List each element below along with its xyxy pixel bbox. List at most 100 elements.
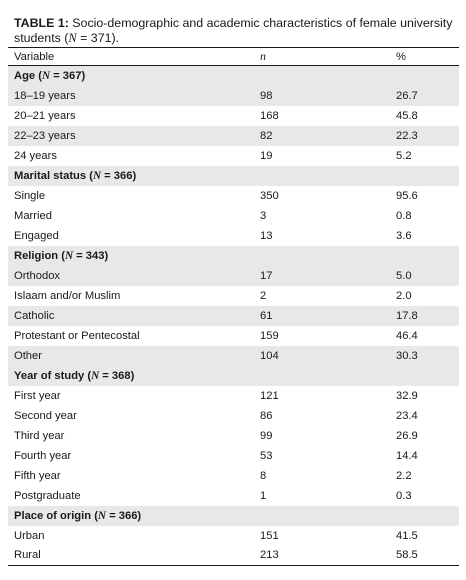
header-variable: Variable bbox=[8, 47, 254, 66]
row-percent: 5.0 bbox=[390, 265, 459, 286]
row-percent: 2.2 bbox=[396, 469, 412, 482]
section-heading-count: = 366) bbox=[101, 169, 137, 182]
table-header-row: Variable n % bbox=[8, 47, 459, 66]
section-heading-count: = 368) bbox=[99, 369, 135, 382]
table-row: Second year 86 23.4 bbox=[8, 406, 459, 426]
header-n: n bbox=[254, 47, 390, 66]
table-row: 24 years 19 5.2 bbox=[8, 146, 459, 166]
caption-label: TABLE 1: bbox=[14, 16, 69, 30]
row-percent: 41.5 bbox=[396, 529, 418, 542]
row-percent: 0.3 bbox=[396, 489, 412, 502]
row-percent: 32.9 bbox=[396, 389, 418, 402]
table-row: Married 3 0.8 bbox=[8, 206, 459, 226]
table-row: Urban 151 41.5 bbox=[8, 526, 459, 546]
row-label: First year bbox=[14, 389, 61, 402]
row-percent: 30.3 bbox=[390, 345, 459, 366]
section-heading: Age (N = 367) bbox=[8, 65, 459, 86]
table-row: Catholic 61 17.8 bbox=[8, 305, 459, 326]
row-count: 168 bbox=[260, 109, 279, 122]
section-heading: Place of origin (N = 366) bbox=[8, 505, 459, 526]
row-count: 8 bbox=[260, 469, 267, 482]
table-section-row: Marital status (N = 366) bbox=[8, 165, 459, 186]
section-n-symbol: N bbox=[97, 509, 107, 522]
row-count: 121 bbox=[260, 389, 279, 402]
row-label: Islaam and/or Muslim bbox=[14, 289, 121, 302]
row-percent: 22.3 bbox=[390, 125, 459, 146]
row-percent: 95.6 bbox=[396, 189, 418, 202]
row-count: 99 bbox=[260, 429, 273, 442]
table-row: Single 350 95.6 bbox=[8, 186, 459, 206]
table-row: 20–21 years 168 45.8 bbox=[8, 106, 459, 126]
table-section-row: Age (N = 367) bbox=[8, 65, 459, 86]
row-label: Married bbox=[14, 209, 52, 222]
section-heading: Marital status (N = 366) bbox=[8, 165, 459, 186]
row-percent: 46.4 bbox=[396, 329, 418, 342]
section-heading: Religion (N = 343) bbox=[8, 245, 459, 266]
row-percent: 0.8 bbox=[396, 209, 412, 222]
section-heading: Year of study (N = 368) bbox=[8, 365, 459, 386]
row-count: 104 bbox=[254, 345, 390, 366]
row-label: Postgraduate bbox=[14, 489, 81, 502]
table-body: Age (N = 367) 18–19 years 98 26.7 20–21 year… bbox=[8, 65, 459, 566]
section-heading-text: Place of origin ( bbox=[14, 509, 98, 522]
table-row: Postgraduate 1 0.3 bbox=[8, 486, 459, 506]
table-row: 18–19 years 98 26.7 bbox=[8, 85, 459, 106]
table-row: Fourth year 53 14.4 bbox=[8, 446, 459, 466]
table-row: Third year 99 26.9 bbox=[8, 426, 459, 446]
row-count: 159 bbox=[260, 329, 279, 342]
row-count: 213 bbox=[254, 545, 390, 566]
row-count: 2 bbox=[260, 289, 267, 302]
caption-n-symbol: N bbox=[68, 31, 77, 45]
row-label: 18–19 years bbox=[8, 85, 254, 106]
row-label: Protestant or Pentecostal bbox=[14, 329, 140, 342]
table-row: Islaam and/or Muslim 2 2.0 bbox=[8, 286, 459, 306]
section-n-symbol: N bbox=[91, 369, 100, 382]
row-label: Engaged bbox=[14, 229, 59, 242]
table-section-row: Place of origin (N = 366) bbox=[8, 505, 459, 526]
header-percent: % bbox=[390, 47, 459, 66]
table-row: Protestant or Pentecostal 159 46.4 bbox=[8, 326, 459, 346]
row-label: 22–23 years bbox=[8, 125, 254, 146]
table-section-row: Year of study (N = 368) bbox=[8, 365, 459, 386]
row-label: Fifth year bbox=[14, 469, 61, 482]
row-percent: 14.4 bbox=[396, 449, 418, 462]
row-count: 86 bbox=[260, 409, 273, 422]
row-label: Fourth year bbox=[14, 449, 72, 462]
row-label: Single bbox=[14, 189, 46, 202]
row-count: 61 bbox=[254, 305, 390, 326]
row-percent: 5.2 bbox=[396, 149, 412, 162]
section-n-symbol: N bbox=[41, 69, 51, 82]
row-percent: 45.8 bbox=[396, 109, 418, 122]
section-heading-text: Marital status ( bbox=[14, 169, 93, 182]
row-label: Catholic bbox=[8, 305, 254, 326]
row-count: 98 bbox=[254, 85, 390, 106]
row-count: 1 bbox=[260, 489, 267, 502]
section-heading-text: Age ( bbox=[14, 69, 42, 82]
section-heading-text: Year of study ( bbox=[14, 369, 92, 382]
row-count: 350 bbox=[260, 189, 279, 202]
section-heading-text: Religion ( bbox=[14, 249, 65, 262]
table-section-row: Religion (N = 343) bbox=[8, 245, 459, 266]
row-percent: 3.6 bbox=[396, 229, 412, 242]
row-label: Second year bbox=[14, 409, 77, 422]
table-caption: TABLE 1: Socio-demographic and academic … bbox=[14, 16, 459, 46]
row-count: 151 bbox=[260, 529, 279, 542]
row-percent: 17.8 bbox=[390, 305, 459, 326]
row-label: Rural bbox=[8, 545, 254, 566]
row-count: 17 bbox=[254, 265, 390, 286]
row-label: Urban bbox=[14, 529, 45, 542]
section-heading-count: = 367) bbox=[50, 69, 86, 82]
row-percent: 58.5 bbox=[390, 545, 459, 566]
row-percent: 26.7 bbox=[390, 85, 459, 106]
table-row: Other 104 30.3 bbox=[8, 345, 459, 366]
row-percent: 2.0 bbox=[396, 289, 412, 302]
table-row: Orthodox 17 5.0 bbox=[8, 265, 459, 286]
section-heading-count: = 366) bbox=[106, 509, 142, 522]
row-label: Third year bbox=[14, 429, 65, 442]
row-percent: 23.4 bbox=[396, 409, 418, 422]
table-row: 22–23 years 82 22.3 bbox=[8, 125, 459, 146]
section-n-symbol: N bbox=[92, 169, 102, 182]
row-label: Orthodox bbox=[8, 265, 254, 286]
characteristics-table: Variable n % Age (N = 367) 18–19 years 98 2… bbox=[8, 47, 459, 566]
